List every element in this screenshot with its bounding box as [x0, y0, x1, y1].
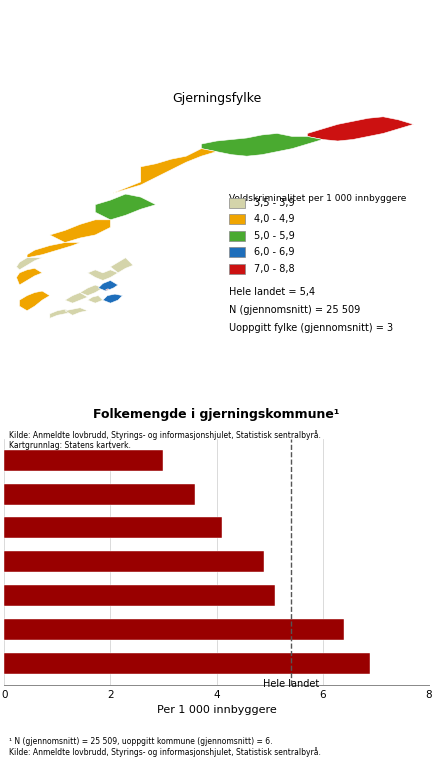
Bar: [4, 551, 264, 572]
Polygon shape: [65, 307, 88, 315]
Polygon shape: [19, 291, 50, 310]
Text: Hele landet = 5,4: Hele landet = 5,4: [229, 288, 315, 298]
Text: 3,5 - 3,9: 3,5 - 3,9: [254, 198, 294, 208]
FancyBboxPatch shape: [229, 264, 246, 274]
Text: Hele landet: Hele landet: [263, 679, 319, 689]
Polygon shape: [110, 258, 133, 273]
Polygon shape: [50, 309, 72, 318]
Polygon shape: [103, 294, 123, 303]
Title: Gjerningsfylke: Gjerningsfylke: [172, 92, 261, 105]
Polygon shape: [98, 281, 118, 291]
Polygon shape: [16, 269, 42, 285]
Bar: [4, 653, 370, 673]
Polygon shape: [201, 133, 323, 156]
Polygon shape: [95, 148, 216, 200]
Text: 7,0 - 8,8: 7,0 - 8,8: [254, 264, 294, 274]
Polygon shape: [88, 270, 118, 281]
Bar: [4, 450, 164, 471]
X-axis label: Per 1 000 innbyggere: Per 1 000 innbyggere: [157, 705, 276, 715]
Bar: [4, 619, 344, 640]
Polygon shape: [50, 220, 110, 243]
Text: N (gjennomsnitt) = 25 509: N (gjennomsnitt) = 25 509: [229, 305, 361, 315]
Text: 6,0 - 6,9: 6,0 - 6,9: [254, 247, 294, 257]
Polygon shape: [80, 285, 103, 295]
Polygon shape: [106, 288, 109, 290]
Polygon shape: [307, 116, 414, 141]
Polygon shape: [16, 258, 42, 270]
Text: Kilde: Anmeldte lovbrudd, Styrings- og informasjonshjulet, Statistisk sentralbyr: Kilde: Anmeldte lovbrudd, Styrings- og i…: [9, 430, 320, 451]
Text: 5,0 - 5,9: 5,0 - 5,9: [254, 231, 295, 240]
Polygon shape: [27, 243, 80, 258]
Polygon shape: [95, 194, 156, 220]
Text: Uoppgitt fylke (gjennomsnitt) = 3: Uoppgitt fylke (gjennomsnitt) = 3: [229, 323, 393, 333]
FancyBboxPatch shape: [229, 247, 246, 257]
Title: Folkemengde i gjerningskommune¹: Folkemengde i gjerningskommune¹: [94, 408, 339, 421]
Text: Voldskriminalitet per 1 000 innbyggere: Voldskriminalitet per 1 000 innbyggere: [229, 194, 407, 203]
FancyBboxPatch shape: [229, 215, 246, 224]
Bar: [4, 585, 275, 606]
Polygon shape: [65, 292, 88, 303]
Bar: [4, 517, 222, 539]
Text: ¹ N (gjennomsnitt) = 25 509, uoppgitt kommune (gjennomsnitt) = 6.
Kilde: Anmeldt: ¹ N (gjennomsnitt) = 25 509, uoppgitt ko…: [9, 737, 320, 757]
FancyBboxPatch shape: [229, 198, 246, 208]
FancyBboxPatch shape: [229, 231, 246, 240]
Text: 4,0 - 4,9: 4,0 - 4,9: [254, 215, 294, 224]
Bar: [4, 484, 195, 505]
Polygon shape: [88, 295, 103, 303]
